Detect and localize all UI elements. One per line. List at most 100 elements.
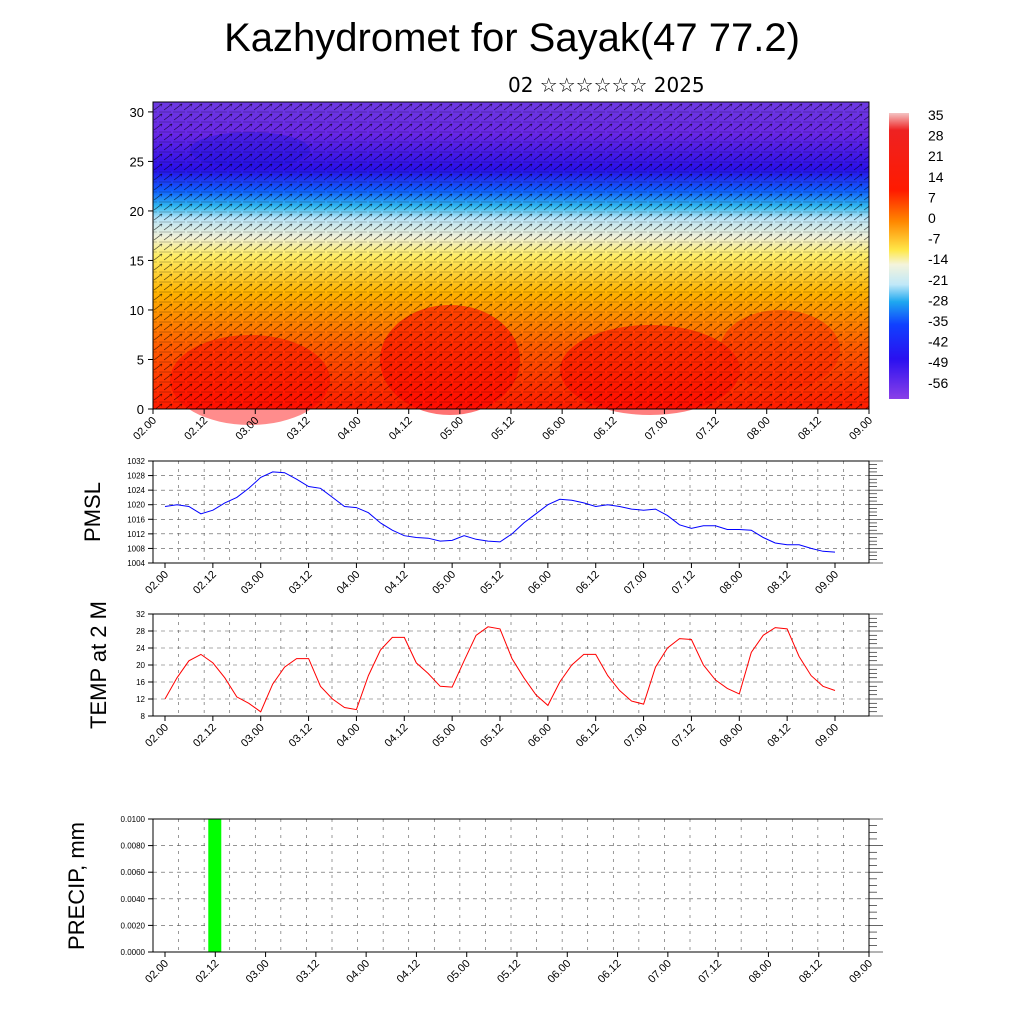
colorbar-label: 28: [928, 128, 944, 144]
pressure-x-axis: 02.00 02.12 03.00 03.12 04.00 04.12 05.00 05.12…: [143, 563, 841, 597]
x-tick-label: 08.00: [745, 415, 773, 443]
y-tick-label: 28: [136, 627, 145, 636]
x-tick-label: 05.12: [478, 722, 506, 750]
y-tick-label: 5: [137, 352, 144, 367]
precip-y-axis: 0.0000 0.0020 0.0040 0.0060 0.0080 0.0100: [121, 815, 153, 957]
y-tick-label: 1008: [127, 544, 145, 553]
x-tick-label: 05.12: [478, 569, 506, 597]
x-tick-label: 02.12: [191, 569, 219, 597]
y-tick-label: 0.0000: [121, 948, 146, 957]
x-tick-label: 08.00: [717, 569, 745, 597]
y-tick-label: 0.0060: [121, 868, 146, 877]
colorbar-label: -42: [928, 334, 948, 350]
temperature-x-axis: 02.00 02.12 03.00 03.12 04.00 04.12 05.00 05.12…: [143, 716, 841, 750]
x-tick-label: 04.00: [344, 958, 372, 986]
y-tick-label: 0.0020: [121, 921, 146, 930]
precip-frame: [152, 818, 870, 953]
y-tick-label: 0.0080: [121, 842, 146, 851]
y-tick-label: 16: [136, 678, 145, 687]
x-tick-label: 04.12: [382, 722, 410, 750]
colorbar-label: -49: [928, 354, 948, 370]
colorbar-label: 14: [928, 169, 944, 185]
y-tick-label: 1032: [127, 457, 145, 466]
x-tick-label: 02.00: [143, 722, 171, 750]
temperature-grid: [152, 613, 883, 717]
precip-x-axis: 02.00 02.12 03.00 03.12 04.00 04.12 05.00 05.12…: [143, 952, 875, 986]
colorbar-label: 0: [928, 210, 936, 226]
x-tick-label: 05.00: [438, 415, 466, 443]
x-tick-label: 06.12: [596, 958, 624, 986]
y-tick-label: 0: [137, 402, 144, 417]
x-tick-label: 07.12: [670, 569, 698, 597]
colorbar-label: -7: [928, 231, 941, 247]
x-tick-label: 06.00: [526, 722, 554, 750]
x-tick-label: 04.12: [395, 958, 423, 986]
y-tick-label: 12: [136, 695, 145, 704]
chart-title: Kazhydromet for Sayak(47 77.2): [224, 16, 800, 60]
y-tick-label: 0.0040: [121, 895, 146, 904]
x-tick-label: 03.00: [244, 958, 272, 986]
x-tick-label: 04.12: [387, 415, 415, 443]
colorbar-label: -28: [928, 292, 948, 308]
x-tick-label: 05.00: [430, 722, 458, 750]
x-tick-label: 07.00: [622, 722, 650, 750]
x-tick-label: 02.00: [131, 415, 159, 443]
x-tick-label: 08.00: [747, 958, 775, 986]
x-tick-label: 08.00: [717, 722, 745, 750]
colorbar-label: -35: [928, 313, 948, 329]
x-tick-label: 05.00: [445, 958, 473, 986]
x-tick-label: 06.12: [591, 415, 619, 443]
x-tick-label: 06.12: [574, 569, 602, 597]
x-tick-label: 08.12: [797, 958, 825, 986]
x-tick-label: 06.00: [545, 958, 573, 986]
x-tick-label: 09.00: [813, 569, 841, 597]
x-tick-label: 02.00: [143, 958, 171, 986]
y-tick-label: 1016: [127, 515, 145, 524]
y-tick-label: 0.0100: [121, 815, 146, 824]
pressure-y-axis: 1004 1008 1012 1016 1020 1024 1028 1032: [127, 457, 153, 568]
x-tick-label: 06.12: [574, 722, 602, 750]
x-tick-label: 09.00: [847, 415, 875, 443]
chart-subtitle: 02 ☆☆☆☆☆☆ 2025: [508, 73, 705, 97]
x-tick-label: 08.12: [765, 569, 793, 597]
pressure-grid: [152, 460, 883, 564]
x-tick-label: 09.00: [847, 958, 875, 986]
precip-y-label: PRECIP, mm: [64, 822, 89, 950]
y-tick-label: 30: [130, 105, 144, 120]
x-tick-label: 06.00: [540, 415, 568, 443]
x-tick-label: 02.12: [193, 958, 221, 986]
heatmap-y-axis: 0 5 10 15 20 25 30: [130, 105, 153, 417]
x-tick-label: 07.00: [643, 415, 671, 443]
x-tick-label: 02.00: [143, 569, 171, 597]
precip-panel: 0.0000 0.0020 0.0040 0.0060 0.0080 0.0100 02.…: [64, 815, 883, 986]
x-tick-label: 04.12: [382, 569, 410, 597]
y-tick-label: 1024: [127, 486, 145, 495]
colorbar-label: 35: [928, 107, 944, 123]
y-tick-label: 1012: [127, 530, 145, 539]
y-tick-label: 25: [130, 154, 144, 169]
x-tick-label: 05.12: [489, 415, 517, 443]
x-tick-label: 07.00: [622, 569, 650, 597]
x-tick-label: 03.00: [239, 722, 267, 750]
x-tick-label: 03.12: [294, 958, 322, 986]
x-tick-label: 03.12: [287, 569, 315, 597]
x-tick-label: 03.00: [239, 569, 267, 597]
pressure-frame: [152, 460, 870, 564]
x-tick-label: 08.12: [765, 722, 793, 750]
pressure-y-label: PMSL: [80, 482, 105, 542]
x-tick-label: 03.12: [287, 722, 315, 750]
x-tick-label: 07.12: [670, 722, 698, 750]
precip-bars: [208, 819, 222, 952]
colorbar-label: -56: [928, 375, 948, 391]
wind-vectors-horizontal: [153, 102, 869, 409]
colorbar-labels: 35 28 21 14 7 0 -7 -14 -21 -28 -35 -42 -49 -56: [928, 107, 948, 391]
y-tick-label: 8: [141, 712, 146, 721]
y-tick-label: 1028: [127, 472, 145, 481]
y-tick-label: 1020: [127, 501, 145, 510]
colorbar-label: -14: [928, 251, 948, 267]
y-tick-label: 20: [136, 661, 145, 670]
